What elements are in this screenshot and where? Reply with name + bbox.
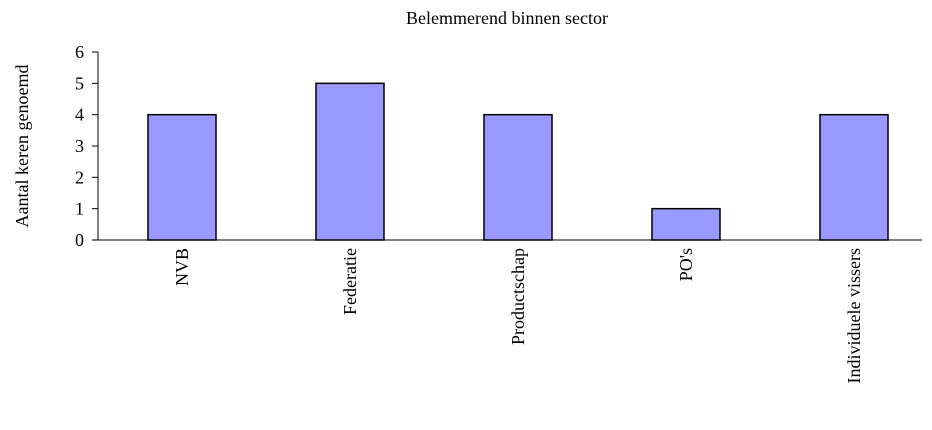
- x-tick-label: NVB: [172, 248, 192, 286]
- y-tick-label: 5: [75, 73, 84, 93]
- bar: [315, 82, 385, 241]
- y-tick-label: 3: [75, 136, 84, 156]
- y-axis-label: Aantal keren genoemd: [12, 65, 32, 228]
- bar: [651, 207, 721, 241]
- bar: [483, 113, 553, 241]
- bar: [147, 113, 217, 241]
- y-tick-label: 4: [75, 105, 84, 125]
- y-tick-label: 0: [75, 230, 84, 250]
- x-tick-label: Federatie: [340, 248, 360, 315]
- y-tick-label: 2: [75, 167, 84, 187]
- y-tick-label: 6: [75, 42, 84, 62]
- chart-title: Belemmerend binnen sector: [406, 8, 608, 28]
- bar: [819, 113, 889, 241]
- x-tick-label: Individuele vissers: [844, 248, 864, 383]
- x-tick-label: PO's: [676, 248, 696, 281]
- x-tick-label: Productschap: [508, 248, 528, 345]
- y-tick-label: 1: [75, 199, 84, 219]
